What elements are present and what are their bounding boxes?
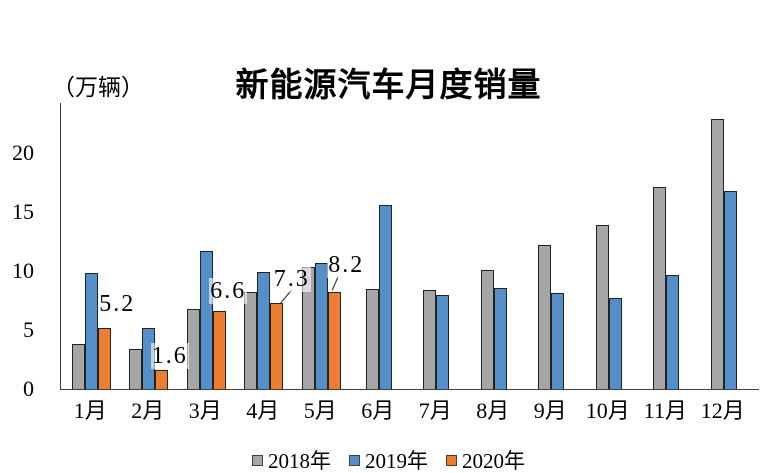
x-tick-label-4月: 4月 — [246, 398, 280, 423]
bar-2018年-10月 — [595, 224, 609, 389]
legend-item-2018年: 2018年 — [252, 445, 331, 473]
legend-item-2020年: 2020年 — [446, 445, 525, 473]
x-tick-label-2月: 2月 — [131, 398, 165, 423]
y-tick-label: 10 — [12, 258, 34, 283]
data-label-2020-1月: 5.2 — [98, 290, 137, 317]
bar-2019年-7月 — [436, 294, 450, 389]
bar-2019年-6月 — [378, 204, 392, 389]
x-tick-label-3月: 3月 — [188, 398, 222, 423]
legend-swatch-icon — [349, 454, 360, 466]
x-tick-label-11月: 11月 — [643, 398, 687, 423]
bar-2019年-8月 — [493, 287, 507, 389]
data-label-2020-3月: 6.6 — [209, 278, 248, 305]
legend-swatch-icon — [252, 454, 263, 466]
bar-2020年-5月 — [327, 292, 341, 389]
bar-2018年-8月 — [480, 269, 494, 389]
legend-item-2019年: 2019年 — [349, 445, 428, 473]
x-tick-label-1月: 1月 — [73, 398, 107, 423]
bar-2019年-3月 — [199, 250, 213, 389]
bar-2018年-11月 — [653, 187, 667, 389]
bar-2020年-2月 — [155, 370, 169, 389]
x-tick-label-12月: 12月 — [700, 398, 745, 423]
bar-2018年-9月 — [538, 245, 552, 389]
bar-2020年-1月 — [97, 327, 111, 389]
data-label-2020-4月: 7.3 — [272, 265, 311, 292]
plot-area — [60, 103, 759, 390]
y-tick-label: 5 — [23, 317, 34, 342]
x-tick-label-9月: 9月 — [533, 398, 567, 423]
legend-label: 2018年 — [268, 449, 331, 473]
x-tick-label-7月: 7月 — [418, 398, 452, 423]
bar-2018年-7月 — [423, 289, 437, 389]
bar-2018年-6月 — [365, 288, 379, 389]
data-label-2020-5月: 8.2 — [327, 252, 366, 279]
bar-2020年-4月 — [270, 302, 284, 389]
bar-2019年-9月 — [551, 293, 565, 389]
y-tick-label: 15 — [12, 199, 34, 224]
chart-title: 新能源汽车月度销量 — [235, 68, 542, 104]
x-tick-label-6月: 6月 — [361, 398, 395, 423]
bar-2019年-5月 — [314, 262, 328, 389]
bar-2018年-12月 — [710, 118, 724, 389]
legend-label: 2020年 — [462, 449, 525, 473]
bar-2019年-12月 — [723, 190, 737, 389]
x-tick-label-5月: 5月 — [303, 398, 337, 423]
bar-2018年-4月 — [244, 292, 258, 389]
legend-swatch-icon — [446, 454, 457, 466]
legend-label: 2019年 — [365, 449, 428, 473]
bar-2020年-3月 — [212, 311, 226, 389]
x-tick-label-8月: 8月 — [476, 398, 510, 423]
legend: 2018年 2019年 2020年 — [0, 445, 777, 473]
bar-2019年-11月 — [666, 274, 680, 389]
x-tick-label-10月: 10月 — [585, 398, 630, 423]
bar-2018年-2月 — [129, 348, 143, 389]
y-tick-label: 20 — [12, 140, 34, 165]
bar-2019年-4月 — [257, 272, 271, 389]
y-axis-unit-label: （万辆） — [52, 75, 144, 100]
bar-2019年-10月 — [608, 298, 622, 389]
bar-2019年-1月 — [84, 273, 98, 389]
bar-2018年-1月 — [71, 344, 85, 389]
data-label-2020-2月: 1.6 — [150, 343, 189, 370]
y-tick-label: 0 — [23, 376, 34, 401]
